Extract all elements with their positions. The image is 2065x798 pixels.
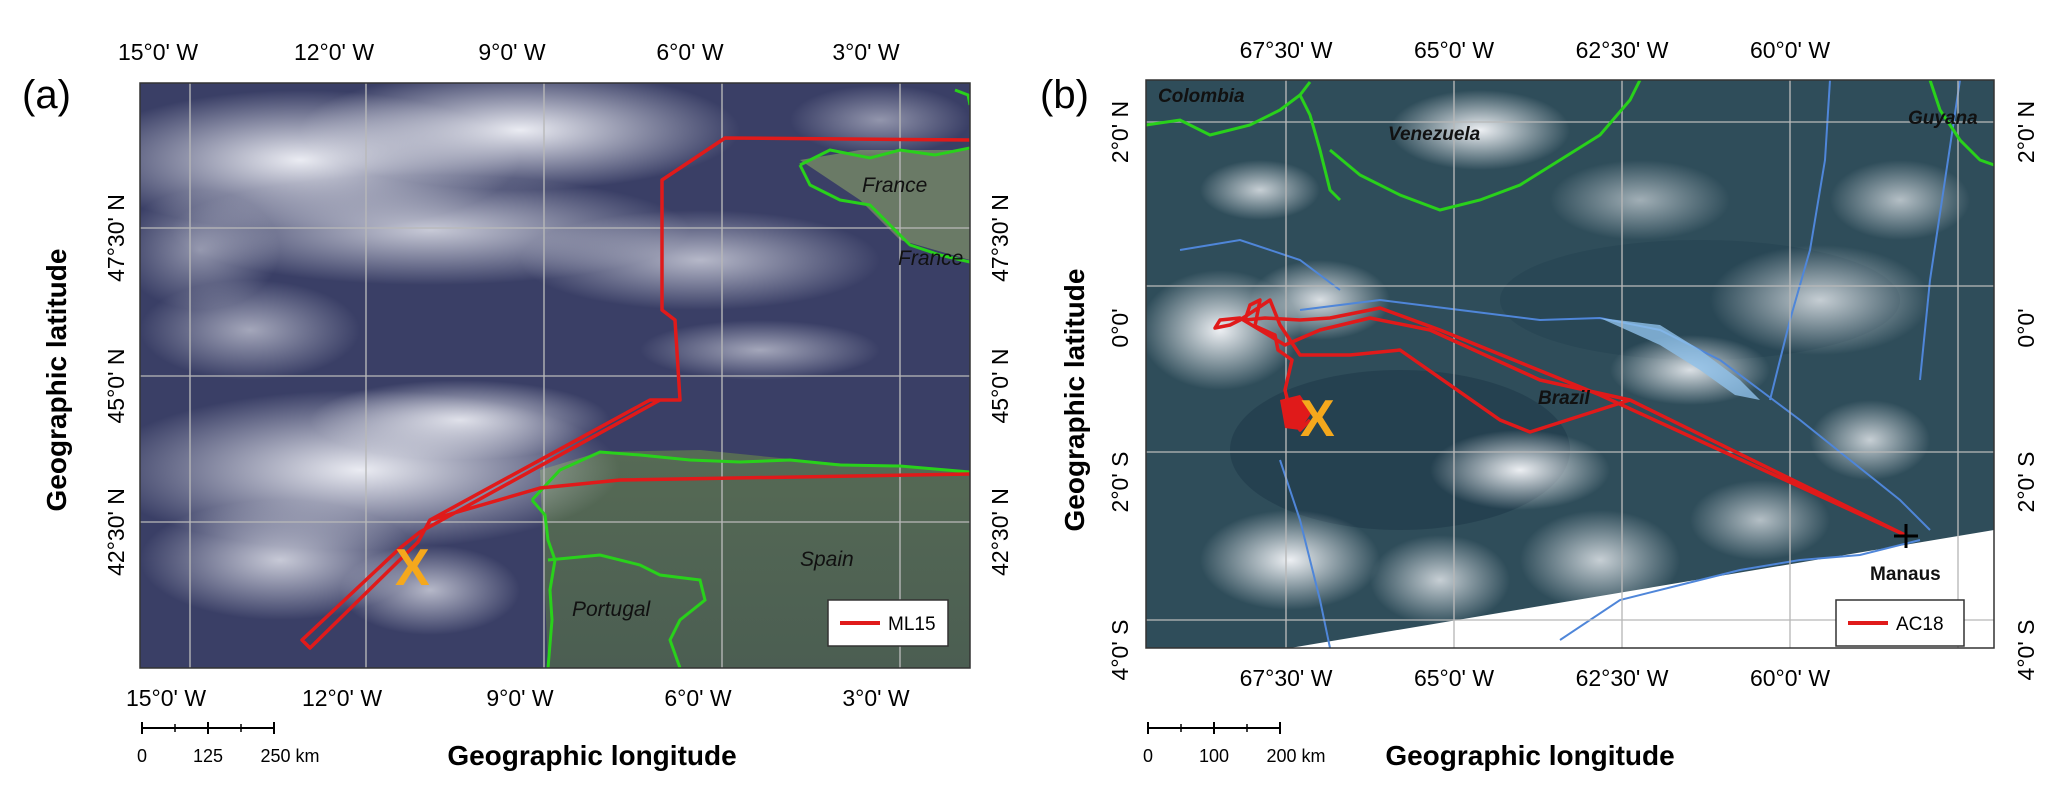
- panel-b-bottom-tick: 67°30' W: [1240, 665, 1333, 691]
- panel-b-legend: AC18: [1835, 599, 1965, 647]
- panel-a-legend: ML15: [827, 599, 949, 647]
- panel-a-left-tick: 47°30' N: [103, 194, 129, 282]
- panel-b-top-tick: 60°0' W: [1750, 37, 1830, 63]
- panel-b-rivers: [1179, 80, 1961, 648]
- panel-b-place-venezuela: Venezuela: [1388, 124, 1481, 145]
- panel-b-y-axis-title: Geographic latitude: [1059, 269, 1090, 532]
- panel-b-bottom-tick: 62°30' W: [1576, 665, 1669, 691]
- panel-a-bottom-tick: 12°0' W: [302, 685, 382, 711]
- panel-a-bottom-tick: 15°0' W: [126, 685, 206, 711]
- panel-b-flight-track: [1213, 298, 1906, 537]
- panel-b-bottom-tick: 60°0' W: [1750, 665, 1830, 691]
- panel-a-graticule: [140, 83, 970, 668]
- panel-a-bottom-tick: 3°0' W: [842, 685, 910, 711]
- panel-b-borders: [1146, 80, 1994, 212]
- panel-b-letter: (b): [1040, 73, 1089, 117]
- panel-b-right-ticks: 2°0' N 0°0' 2°0' S 4°0' S: [2013, 101, 2039, 681]
- panel-b-scale-bar: 0 100 200 km: [1143, 722, 1326, 766]
- panel-a-right-tick: 42°30' N: [987, 488, 1013, 576]
- panel-a-left-tick: 42°30' N: [103, 488, 129, 576]
- panel-a-left-tick: 45°0' N: [103, 349, 129, 424]
- panel-b-left-ticks: 2°0' N 0°0' 2°0' S 4°0' S: [1107, 101, 1133, 681]
- panel-b-scale-label: 100: [1199, 746, 1229, 766]
- panel-b-top-tick: 65°0' W: [1414, 37, 1494, 63]
- panel-a-scale-label: 0: [137, 746, 147, 766]
- panel-a-place-france-1: France: [862, 174, 927, 197]
- panel-a-top-tick: 6°0' W: [656, 39, 724, 65]
- panel-b-right-tick: 0°0': [2013, 308, 2039, 347]
- panel-a-legend-label: ML15: [888, 614, 936, 635]
- panel-a-place-portugal: Portugal: [572, 598, 652, 621]
- panel-a-x-axis-title: Geographic longitude: [447, 740, 736, 771]
- panel-a-place-france-2: France: [898, 247, 963, 270]
- panel-a-y-axis-title: Geographic latitude: [41, 249, 72, 512]
- panel-a-top-tick: 3°0' W: [832, 39, 900, 65]
- panel-a-bottom-ticks: 15°0' W 12°0' W 9°0' W 6°0' W 3°0' W: [126, 685, 910, 711]
- panel-a-place-spain: Spain: [800, 548, 854, 571]
- panel-a-map-image: [140, 83, 970, 668]
- panel-a-bottom-tick: 6°0' W: [664, 685, 732, 711]
- panel-a-scale-label: 250 km: [260, 746, 319, 766]
- panel-b-place-colombia: Colombia: [1158, 86, 1245, 107]
- panel-a-scale-bar: 0 125 250 km: [137, 722, 320, 766]
- panel-b-place-guyana: Guyana: [1908, 108, 1978, 129]
- panel-b-scale-label: 0: [1143, 746, 1153, 766]
- panel-b-top-ticks: 67°30' W 65°0' W 62°30' W 60°0' W: [1240, 37, 1831, 63]
- panel-a-frame: [139, 82, 971, 669]
- panel-b-manaus-cross: [1894, 524, 1918, 548]
- panel-a-bottom-tick: 9°0' W: [486, 685, 554, 711]
- panel-b-right-tick: 2°0' S: [2013, 452, 2039, 513]
- panel-b-right-tick: 2°0' N: [2013, 101, 2039, 163]
- panel-a: (a): [22, 39, 1013, 771]
- panel-a-flight-track: [300, 136, 970, 650]
- panel-b-right-tick: 4°0' S: [2013, 620, 2039, 681]
- panel-a-scale-label: 125: [193, 746, 223, 766]
- panel-b-sample-marker: X: [1300, 390, 1335, 448]
- panel-a-left-ticks: 47°30' N 45°0' N 42°30' N: [103, 194, 129, 576]
- panel-a-letter: (a): [22, 73, 71, 117]
- panel-b-x-axis-title: Geographic longitude: [1385, 740, 1674, 771]
- panel-a-top-tick: 15°0' W: [118, 39, 198, 65]
- panel-b-map-image: [1146, 80, 1994, 648]
- panel-b-legend-label: AC18: [1896, 614, 1944, 635]
- panel-b-frame: [1145, 79, 1995, 649]
- panel-b-left-tick: 4°0' S: [1107, 620, 1133, 681]
- panel-b-bottom-ticks: 67°30' W 65°0' W 62°30' W 60°0' W: [1240, 665, 1831, 691]
- panel-a-top-tick: 12°0' W: [294, 39, 374, 65]
- panel-b-bottom-tick: 65°0' W: [1414, 665, 1494, 691]
- panel-a-right-tick: 47°30' N: [987, 194, 1013, 282]
- panel-b-top-tick: 67°30' W: [1240, 37, 1333, 63]
- panel-b: (b): [1040, 37, 2039, 771]
- panel-b-place-brazil: Brazil: [1538, 388, 1590, 409]
- panel-b-left-tick: 2°0' S: [1107, 452, 1133, 513]
- panel-a-right-ticks: 47°30' N 45°0' N 42°30' N: [987, 194, 1013, 576]
- panel-a-sample-marker: X: [395, 539, 430, 597]
- panel-a-right-tick: 45°0' N: [987, 349, 1013, 424]
- panel-b-left-tick: 0°0': [1107, 308, 1133, 347]
- panel-b-place-manaus: Manaus: [1870, 564, 1941, 585]
- panel-b-top-tick: 62°30' W: [1576, 37, 1669, 63]
- panel-b-scale-label: 200 km: [1266, 746, 1325, 766]
- panel-b-left-tick: 2°0' N: [1107, 101, 1133, 163]
- panel-a-top-tick: 9°0' W: [478, 39, 546, 65]
- panel-a-top-ticks: 15°0' W 12°0' W 9°0' W 6°0' W 3°0' W: [118, 39, 900, 65]
